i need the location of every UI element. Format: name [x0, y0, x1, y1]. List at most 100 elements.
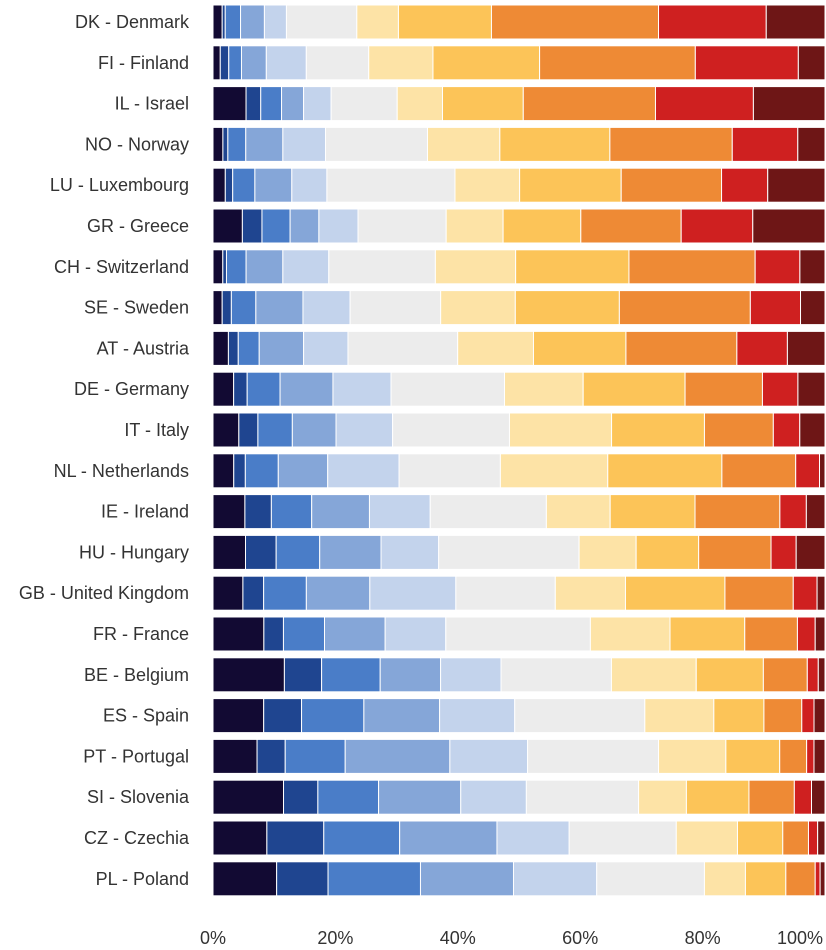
bar-segment — [782, 820, 809, 856]
bar-segment — [460, 779, 527, 815]
bar-segment — [620, 167, 723, 203]
bar-segment — [654, 86, 754, 122]
bar-segment — [568, 820, 677, 856]
bar-segment — [261, 208, 291, 244]
bar-segment — [500, 657, 612, 693]
bar-segment — [238, 412, 259, 448]
bar-segment — [263, 616, 284, 652]
bar-segment — [684, 371, 763, 407]
bar-segment — [291, 167, 328, 203]
bar-segment — [244, 453, 279, 489]
bar-segment — [514, 698, 646, 734]
bar-segment — [380, 534, 440, 570]
bar-row — [212, 412, 826, 448]
bar-segment — [327, 861, 421, 897]
bar-segment — [658, 4, 767, 40]
bar-segment — [279, 371, 334, 407]
bar-segment — [799, 412, 826, 448]
bar-segment — [749, 290, 802, 326]
bar-segment — [638, 779, 687, 815]
bar-segment — [241, 208, 263, 244]
bar-segment — [270, 494, 313, 530]
bar-segment — [326, 167, 456, 203]
bar-segment — [291, 412, 337, 448]
bar-segment — [499, 453, 609, 489]
bar-segment — [761, 371, 799, 407]
bar-row — [212, 453, 826, 489]
bar-segment — [449, 738, 529, 774]
bar-segment — [289, 208, 320, 244]
bar-segment — [242, 575, 265, 611]
bar-segment — [721, 167, 769, 203]
bar-segment — [539, 45, 696, 81]
bar-segment — [752, 208, 826, 244]
category-label: NL - Netherlands — [54, 461, 189, 481]
bar-segment — [245, 249, 284, 285]
bar-segment — [580, 208, 682, 244]
bar-segment — [212, 126, 224, 162]
bar-segment — [222, 126, 229, 162]
bar-segment — [445, 208, 504, 244]
bar-segment — [276, 861, 329, 897]
bar-segment — [323, 820, 401, 856]
bar-segment — [805, 494, 826, 530]
bar-segment — [685, 779, 750, 815]
bar-row — [212, 167, 826, 203]
bar-segment — [499, 126, 611, 162]
category-label: LU - Luxembourg — [50, 175, 189, 195]
bar-segment — [445, 616, 591, 652]
bar-segment — [212, 290, 223, 326]
bar-segment — [379, 657, 442, 693]
bar-segment — [455, 575, 556, 611]
bar-segment — [219, 45, 230, 81]
bar-segment — [277, 453, 329, 489]
bar-segment — [212, 249, 224, 285]
x-tick-label: 60% — [562, 928, 598, 948]
x-tick-label: 100% — [777, 928, 823, 948]
bar-segment — [390, 371, 505, 407]
bar-segment — [609, 126, 733, 162]
bar-row — [212, 494, 826, 530]
bar-segment — [212, 738, 258, 774]
bar-segment — [321, 657, 381, 693]
bar-segment — [327, 453, 400, 489]
bar-segment — [609, 494, 696, 530]
bar-segment — [275, 534, 321, 570]
bar-segment — [519, 167, 622, 203]
x-tick-label: 20% — [317, 928, 353, 948]
bar-segment — [806, 657, 819, 693]
bar-segment — [429, 494, 547, 530]
bar-segment — [357, 208, 447, 244]
bar-segment — [610, 657, 697, 693]
bar-segment — [254, 167, 293, 203]
bar-row — [212, 738, 826, 774]
x-tick-label: 40% — [440, 928, 476, 948]
bar-segment — [772, 412, 801, 448]
bar-segment — [607, 453, 723, 489]
bar-segment — [813, 738, 826, 774]
bar-segment — [257, 412, 293, 448]
bar-segment — [797, 45, 826, 81]
bar-segment — [317, 779, 380, 815]
bar-segment — [212, 820, 268, 856]
category-label: CZ - Czechia — [84, 828, 190, 848]
bar-segment — [442, 86, 524, 122]
bar-segment — [212, 86, 247, 122]
category-label: CH - Switzerland — [54, 257, 189, 277]
category-label: DE - Germany — [74, 379, 189, 399]
bar-segment — [490, 4, 660, 40]
bar-segment — [221, 290, 232, 326]
bar-segment — [770, 534, 797, 570]
bar-segment — [285, 4, 358, 40]
bar-segment — [799, 249, 826, 285]
bar-segment — [779, 494, 807, 530]
category-label: BE - Belgium — [84, 665, 189, 685]
bar-segment — [512, 861, 598, 897]
bar-segment — [731, 126, 799, 162]
bar-segment — [694, 494, 781, 530]
bar-segment — [797, 126, 826, 162]
bar-segment — [744, 861, 787, 897]
bar-segment — [396, 86, 443, 122]
category-label: NO - Norway — [85, 134, 189, 154]
bar-segment — [305, 45, 370, 81]
